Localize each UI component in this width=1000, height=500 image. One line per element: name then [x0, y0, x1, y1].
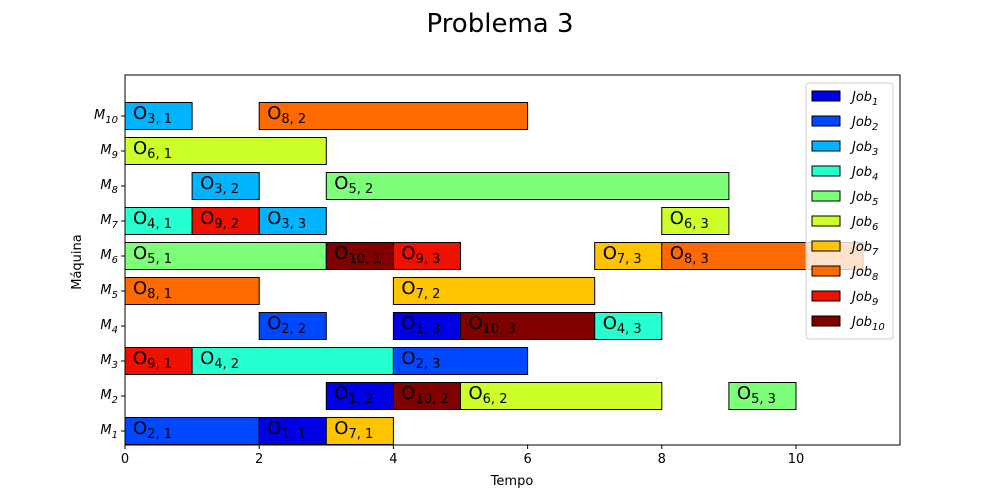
bar-job6-op3-machine7 [661, 207, 730, 235]
legend-swatch-job2 [811, 115, 841, 127]
bar-label-job5-op2: O5, 2 [334, 173, 373, 197]
bar-label-job6-op2: O6, 2 [468, 383, 507, 407]
x-tick-label: 0 [121, 452, 129, 467]
bar-label-job7-op3: O7, 3 [603, 243, 642, 267]
x-axis-label: Tempo [490, 474, 534, 489]
bar-job5-op2-machine8 [325, 172, 730, 200]
bar-label-job1-op1: O1, 1 [267, 418, 306, 442]
legend-label-job4: Job4 [849, 165, 878, 183]
legend-label-job1: Job1 [849, 90, 878, 108]
legend-swatch-job8 [811, 265, 841, 277]
legend: Job1 Job2 Job3 Job4 Job5 Job6 Job7 Job8 Job9 Job1… [805, 82, 894, 340]
bar-label-job8-op1: O8, 1 [133, 278, 172, 302]
x-axis: 0 2 4 6 8 10 [121, 445, 804, 467]
bar-label-job2-op1: O2, 1 [133, 418, 172, 442]
legend-swatch-job6 [811, 215, 841, 227]
x-tick-label: 2 [255, 452, 263, 467]
bar-label-job7-op1: O7, 1 [334, 418, 373, 442]
y-tick-label-machine-8: M8 [100, 178, 118, 196]
bar-job7-op3-machine6 [594, 242, 663, 270]
bar-job6-op2-machine2 [459, 382, 663, 410]
legend-label-job3: Job3 [849, 140, 878, 158]
legend-swatch-job4 [811, 165, 841, 177]
legend-label-job5: Job5 [849, 190, 878, 208]
bar-job8-op2-machine10 [258, 102, 529, 130]
legend-swatch-job1 [811, 90, 841, 102]
y-tick-label-machine-9: M9 [100, 143, 118, 161]
bar-label-job4-op3: O4, 3 [603, 313, 642, 337]
bar-label-job7-op2: O7, 2 [401, 278, 440, 302]
bar-label-job9-op2: O9, 2 [200, 208, 239, 232]
bar-label-job3-op2: O3, 2 [200, 173, 239, 197]
y-axis: M1 M2 M3 M4 M5 M6 M7 M8 M9 M10 [94, 108, 125, 441]
bar-job9-op3-machine6 [392, 242, 461, 270]
x-tick-label: 8 [658, 452, 666, 467]
bar-job9-op2-machine7 [191, 207, 260, 235]
plot-frame [124, 74, 901, 446]
bar-job5-op3-machine2 [728, 382, 797, 410]
bar-label-job10-op1: O10, 1 [334, 243, 381, 267]
bar-job3-op2-machine8 [191, 172, 260, 200]
bar-job1-op3-machine4 [392, 312, 461, 340]
bar-label-job4-op2: O4, 2 [200, 348, 239, 372]
bar-label-job1-op3: O1, 3 [401, 313, 440, 337]
bar-job2-op2-machine4 [258, 312, 327, 340]
x-tick-label: 10 [788, 452, 805, 467]
legend-swatch-job9 [811, 290, 841, 302]
bar-label-job10-op3: O10, 3 [468, 313, 515, 337]
bar-job3-op3-machine7 [258, 207, 327, 235]
bar-job2-op3-machine3 [392, 347, 529, 375]
legend-label-job7: Job7 [849, 240, 879, 258]
legend-label-job8: Job8 [849, 265, 878, 283]
bar-job7-op1-machine1 [325, 417, 394, 445]
bar-label-job10-op2: O10, 2 [401, 383, 448, 407]
y-tick-label-machine-3: M3 [100, 353, 118, 371]
bars-layer: O2, 1 O1, 1 O7, 1 O1, 2 O10, 2 O6, 2 O5, 3 O9, … [124, 102, 864, 445]
bar-label-job4-op1: O4, 1 [133, 208, 172, 232]
bar-label-job5-op1: O5, 1 [133, 243, 172, 267]
legend-swatch-job5 [811, 190, 841, 202]
legend-swatch-job10 [811, 315, 841, 327]
x-tick-label: 6 [523, 452, 531, 467]
bar-label-job2-op2: O2, 2 [267, 313, 306, 337]
legend-swatch-job7 [811, 240, 841, 252]
y-tick-label-machine-1: M1 [100, 423, 118, 441]
bar-label-job8-op3: O8, 3 [670, 243, 709, 267]
bar-label-job1-op2: O1, 2 [334, 383, 373, 407]
bar-label-job6-op1: O6, 1 [133, 138, 172, 162]
bar-label-job6-op3: O6, 3 [670, 208, 709, 232]
bar-job10-op2-machine2 [392, 382, 461, 410]
legend-label-job2: Job2 [849, 115, 878, 133]
chart-title: Problema 3 [426, 9, 573, 39]
bar-label-job2-op3: O2, 3 [401, 348, 440, 372]
bar-label-job3-op1: O3, 1 [133, 103, 172, 127]
bar-label-job8-op2: O8, 2 [267, 103, 306, 127]
bar-job9-op1-machine3 [124, 347, 193, 375]
bar-job2-op1-machine1 [124, 417, 260, 445]
x-tick-label: 4 [389, 452, 397, 467]
legend-swatch-job3 [811, 140, 841, 152]
bar-job7-op2-machine5 [392, 277, 596, 305]
y-tick-label-machine-7: M7 [100, 213, 118, 231]
bar-label-job3-op3: O3, 3 [267, 208, 306, 232]
bar-label-job5-op3: O5, 3 [737, 383, 776, 407]
y-axis-label: Máquina [70, 234, 85, 290]
bar-job1-op2-machine2 [325, 382, 394, 410]
bar-job8-op1-machine5 [124, 277, 260, 305]
legend-label-job9: Job9 [849, 290, 878, 308]
legend-label-job10: Job10 [849, 315, 885, 333]
bar-job5-op1-machine6 [124, 242, 327, 270]
bar-job4-op3-machine4 [594, 312, 663, 340]
y-tick-label-machine-5: M5 [100, 283, 118, 301]
y-tick-label-machine-10: M10 [94, 108, 118, 126]
legend-label-job6: Job6 [849, 215, 878, 233]
bar-label-job9-op3: O9, 3 [401, 243, 440, 267]
y-tick-label-machine-4: M4 [100, 318, 118, 336]
y-tick-label-machine-6: M6 [100, 248, 118, 266]
y-tick-label-machine-2: M2 [100, 388, 118, 406]
bar-label-job9-op1: O9, 1 [133, 348, 172, 372]
